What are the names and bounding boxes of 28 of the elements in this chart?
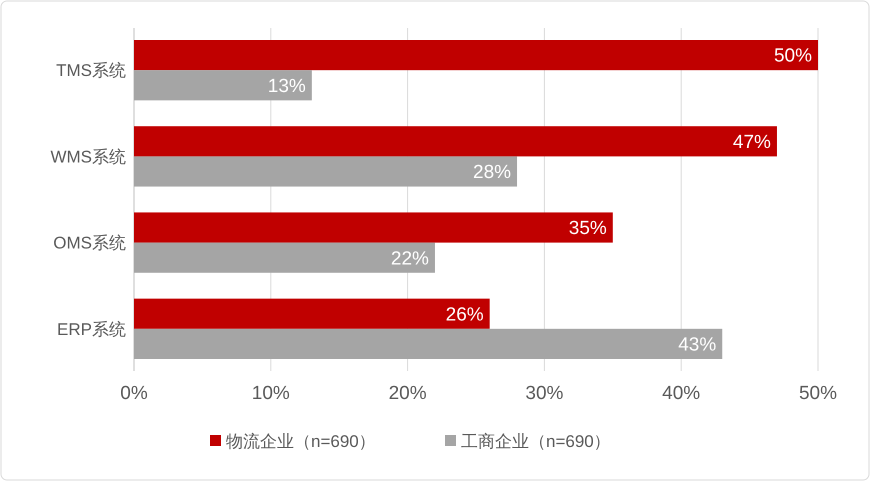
text: 26% [446,304,484,326]
y-tick-label: TMS系统 [56,61,126,80]
bar [134,298,490,329]
legend-label: 物流企业（n=690） [226,432,376,451]
y-tick-label: ERP系统 [57,320,126,339]
text: 47% [732,132,771,153]
x-tick-label: 30% [525,383,564,404]
text: 22% [390,248,429,270]
x-tick-label: 40% [662,383,700,404]
bar [134,70,312,100]
x-tick-label: 20% [388,383,427,404]
text: 50% [774,46,812,67]
text: 35% [568,218,607,240]
bar [134,126,777,156]
text: 28% [473,162,512,184]
x-tick-label: 10% [252,383,290,404]
x-tick-label: 50% [798,383,838,404]
bar [134,212,613,243]
x-tick-label: 0% [120,383,148,404]
y-tick-label: WMS系统 [50,147,126,166]
bar [134,328,722,359]
legend-label: 工商企业（n=690） [461,432,611,451]
bar [134,156,518,187]
text: 13% [268,76,306,97]
text: 43% [678,334,716,356]
bar [134,40,818,70]
bar [134,242,435,273]
y-tick-label: OMS系统 [53,234,126,253]
